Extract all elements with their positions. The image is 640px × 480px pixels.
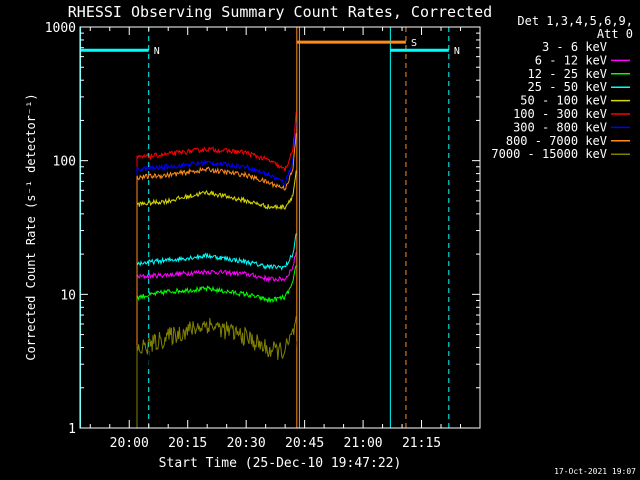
legend-label: 3 - 6 keV — [542, 40, 607, 54]
series-line — [136, 251, 297, 428]
y-tick-label: 100 — [53, 155, 76, 170]
x-tick-label: 21:00 — [344, 436, 383, 451]
y-tick-label: 10 — [60, 288, 76, 303]
legend-header-line: Det 1,3,4,5,6,9, — [517, 14, 633, 28]
legend-label: 100 - 300 keV — [513, 107, 607, 121]
x-tick-label: 21:15 — [402, 436, 441, 451]
x-tick-label: 20:45 — [285, 436, 324, 451]
footer-timestamp: 17-Oct-2021 19:07 — [554, 467, 636, 476]
x-tick-label: 20:15 — [168, 436, 207, 451]
series-line — [136, 111, 297, 428]
legend-label: 7000 - 15000 keV — [491, 147, 607, 161]
y-axis-label: Corrected Count Rate (s⁻¹ detector⁻¹) — [24, 93, 38, 360]
legend-label: 50 - 100 keV — [520, 94, 607, 108]
series-line — [136, 233, 297, 428]
x-tick-label: 20:00 — [110, 436, 149, 451]
chart-title: RHESSI Observing Summary Count Rates, Co… — [68, 3, 492, 21]
series-line — [136, 133, 297, 428]
y-tick-label: 1000 — [45, 21, 76, 36]
flag-label: N — [454, 46, 460, 57]
legend-label: 300 - 800 keV — [513, 120, 607, 134]
flag-label: N — [154, 46, 160, 57]
flag-label: S — [411, 38, 417, 49]
axes: 20:00 20:15 20:30 20:45 21:00 21:15 1 10 100 1000 — [45, 21, 480, 451]
series-line — [136, 170, 297, 428]
series-line — [136, 122, 297, 428]
legend-header-line: Att 0 — [597, 27, 633, 41]
series-line — [136, 265, 297, 428]
x-tick-label: 20:30 — [227, 436, 266, 451]
legend-label: 800 - 7000 keV — [506, 134, 607, 148]
plot-frame — [79, 26, 481, 429]
legend-label: 25 - 50 keV — [528, 80, 607, 94]
plot-area: N NS — [80, 27, 460, 428]
x-axis-label: Start Time (25-Dec-10 19:47:22) — [159, 456, 402, 471]
legend-label: 12 - 25 keV — [528, 67, 607, 81]
legend-label: 6 - 12 keV — [535, 53, 607, 67]
plot-contents — [80, 27, 450, 428]
series-line — [136, 316, 297, 428]
y-tick-label: 1 — [68, 422, 76, 437]
